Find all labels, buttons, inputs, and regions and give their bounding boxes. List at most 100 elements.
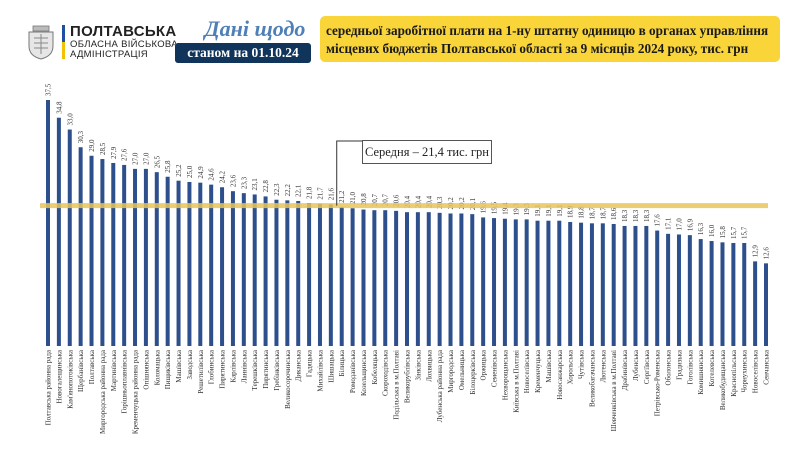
- value-label: 26,5: [153, 155, 161, 168]
- category-label: Глобинська: [208, 349, 216, 384]
- category-label: Шевченківська в м.Полтаві: [610, 350, 618, 431]
- bar: [209, 184, 214, 346]
- value-label: 20,3: [436, 196, 444, 209]
- category-label: Петрівсько-Роменська: [654, 349, 662, 416]
- logo-line-2: ОБЛАСНА ВІЙСЬКОВА: [70, 38, 178, 50]
- value-label: 24,9: [197, 166, 205, 179]
- bar: [666, 233, 671, 346]
- value-label: 27,6: [121, 148, 129, 161]
- category-label: Пирятинська: [219, 349, 227, 389]
- category-label: Київська в м.Полтаві: [512, 350, 520, 413]
- value-label: 23,3: [240, 176, 248, 189]
- value-label: 20,2: [458, 197, 466, 210]
- category-label: Ромоданівська: [349, 349, 357, 393]
- value-label: 37,5: [45, 83, 53, 96]
- value-label: 20,4: [404, 195, 412, 208]
- value-label: 15,7: [730, 226, 738, 239]
- category-label: Лютенська: [599, 349, 607, 382]
- value-label: 16,3: [697, 222, 705, 235]
- category-label: Котелевська: [708, 349, 716, 386]
- category-label: Великорублівська: [404, 349, 412, 403]
- bar: [557, 220, 562, 346]
- category-label: Горішньоплавнівська: [121, 349, 129, 413]
- value-label: 19,1: [534, 204, 542, 217]
- value-label: 18,7: [599, 207, 607, 220]
- value-label: 18,6: [610, 207, 618, 220]
- value-label: 27,0: [142, 152, 150, 165]
- category-label: Білоцерківська: [469, 349, 477, 395]
- bar: [285, 200, 290, 346]
- value-label: 21,6: [327, 188, 335, 201]
- value-label: 12,9: [752, 245, 760, 258]
- value-label: 19,1: [545, 204, 553, 217]
- category-label: Чутівська: [578, 349, 586, 379]
- category-label: Зінківська: [414, 349, 422, 380]
- bar: [415, 212, 420, 346]
- bar: [100, 159, 105, 346]
- bar: [492, 218, 497, 346]
- category-label: Сергіївська: [643, 349, 651, 384]
- category-label: Миргородська районна рада: [99, 349, 107, 434]
- bar: [67, 129, 72, 346]
- category-label: Мартинівська: [110, 349, 118, 391]
- category-label: Краснопільська: [730, 349, 738, 397]
- category-label: Кременчуцька районна рада: [132, 349, 140, 434]
- bar: [513, 219, 518, 346]
- value-label: 23,6: [229, 174, 237, 187]
- bar: [230, 191, 235, 346]
- bar: [698, 239, 703, 346]
- bar: [764, 263, 768, 346]
- category-label: Великобагачанська: [588, 349, 596, 407]
- category-label: Новогалещинська: [55, 349, 63, 403]
- date-badge: станом на 01.10.24: [175, 43, 311, 63]
- value-label: 19,3: [512, 203, 520, 216]
- bar: [176, 180, 181, 346]
- category-label: Омельницька: [458, 349, 466, 390]
- value-label: 18,3: [632, 209, 640, 222]
- category-label: Великосорочинська: [284, 349, 292, 409]
- bar: [470, 214, 475, 346]
- bar: [89, 155, 94, 346]
- category-label: Пищиківська: [164, 349, 172, 389]
- category-label: Білицька: [338, 349, 346, 376]
- average-callout-line: [336, 140, 362, 206]
- category-label: Кам'янопотоківська: [66, 349, 74, 409]
- value-label: 21,0: [349, 191, 357, 204]
- value-label: 17,0: [675, 218, 683, 231]
- bar: [154, 172, 159, 346]
- value-label: 21,2: [338, 190, 346, 203]
- value-label: 19,1: [556, 204, 564, 217]
- bar: [317, 203, 322, 346]
- category-label: Миргородська: [447, 349, 455, 393]
- category-label: Скороходівська: [382, 349, 390, 396]
- category-label: Сенчанська: [763, 349, 771, 385]
- category-label: Градизька: [675, 349, 683, 380]
- bar: [502, 218, 507, 346]
- value-label: 15,7: [741, 226, 749, 239]
- bar: [481, 217, 486, 346]
- value-label: 25,0: [186, 165, 194, 178]
- value-label: 30,3: [77, 130, 85, 143]
- category-label: Шишацька: [327, 349, 335, 383]
- chart-subtitle: середньої заробітної плати на 1-ну штатн…: [320, 16, 780, 62]
- value-label: 19,3: [523, 203, 531, 216]
- category-label: Гадяцька: [306, 349, 314, 377]
- bar: [448, 213, 453, 346]
- value-label: 27,9: [110, 146, 118, 159]
- bar: [405, 212, 409, 346]
- value-label: 18,8: [578, 206, 586, 219]
- bar: [687, 235, 692, 346]
- category-label: Ланнівська: [240, 349, 248, 383]
- value-label: 18,3: [621, 209, 629, 222]
- bar: [394, 210, 399, 346]
- bar: [111, 162, 116, 346]
- category-label: Коломацька: [153, 349, 161, 385]
- category-label: Великобудищанська: [719, 349, 727, 410]
- value-label: 17,1: [665, 217, 673, 230]
- bar: [165, 176, 170, 346]
- value-label: 18,7: [588, 207, 596, 220]
- logo-line-1: ПОЛТАВСЬКА: [70, 23, 177, 41]
- category-label: Гоголівська: [686, 349, 694, 384]
- category-label: Лохвицька: [425, 349, 433, 382]
